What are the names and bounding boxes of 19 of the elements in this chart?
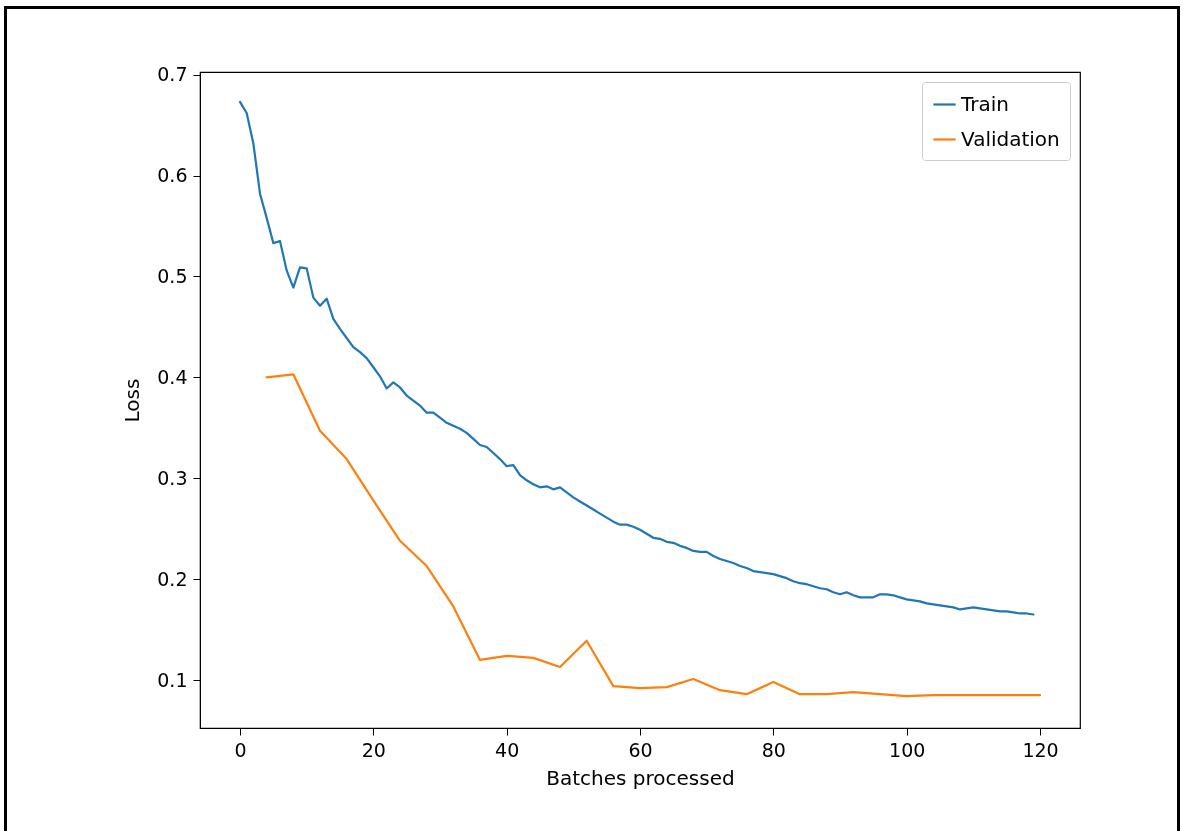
legend-label: Validation — [961, 126, 1060, 151]
y-tick-label: 0.6 — [157, 164, 188, 187]
legend-label: Train — [960, 91, 1009, 116]
y-tick-label: 0.4 — [157, 365, 188, 388]
x-tick-label: 60 — [628, 738, 653, 761]
x-tick-label: 40 — [495, 738, 520, 761]
y-tick-label: 0.1 — [157, 668, 188, 691]
x-tick-label: 100 — [889, 738, 926, 761]
x-tick-label: 80 — [761, 738, 786, 761]
x-tick-label: 120 — [1022, 738, 1059, 761]
x-tick-label: 20 — [361, 738, 386, 761]
x-tick-label: 0 — [234, 738, 247, 761]
y-tick-label: 0.3 — [157, 466, 188, 489]
line-series — [265, 373, 1042, 698]
y-axis-title: Loss — [120, 378, 145, 423]
y-tick-label: 0.7 — [157, 63, 188, 86]
x-axis-title: Batches processed — [546, 765, 735, 790]
y-tick-label: 0.2 — [157, 567, 188, 590]
y-tick-label: 0.5 — [157, 264, 188, 287]
